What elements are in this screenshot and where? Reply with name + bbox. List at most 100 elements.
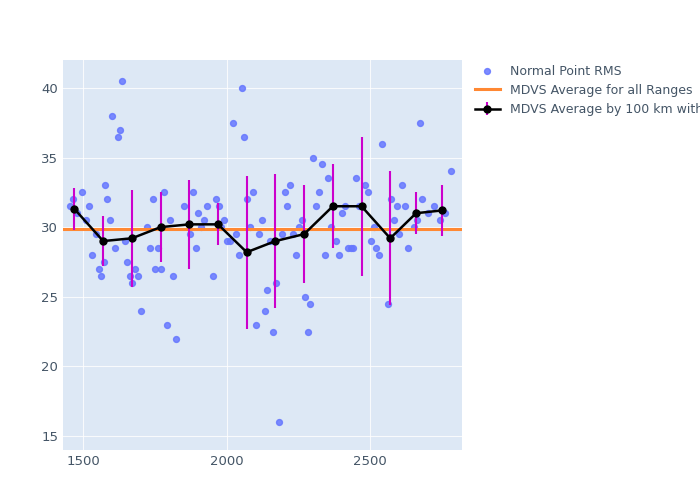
Normal Point RMS [132, 272, 144, 280]
Normal Point RMS [400, 202, 411, 210]
Normal Point RMS [414, 118, 425, 126]
Normal Point RMS [308, 154, 319, 162]
Normal Point RMS [282, 202, 293, 210]
Normal Point RMS [216, 223, 227, 231]
Normal Point RMS [304, 300, 316, 308]
Normal Point RMS [371, 244, 382, 252]
Normal Point RMS [397, 182, 408, 190]
Normal Point RMS [127, 279, 138, 287]
Normal Point RMS [368, 223, 379, 231]
Normal Point RMS [80, 216, 92, 224]
Normal Point RMS [293, 223, 304, 231]
Normal Point RMS [184, 230, 195, 238]
Normal Point RMS [285, 182, 296, 190]
Normal Point RMS [102, 196, 113, 203]
Normal Point RMS [64, 202, 76, 210]
Normal Point RMS [153, 244, 164, 252]
Normal Point RMS [193, 209, 204, 217]
Normal Point RMS [190, 244, 201, 252]
Normal Point RMS [230, 230, 241, 238]
Normal Point RMS [167, 272, 178, 280]
Normal Point RMS [270, 279, 281, 287]
Normal Point RMS [319, 251, 330, 259]
Normal Point RMS [391, 202, 402, 210]
Normal Point RMS [178, 202, 190, 210]
Normal Point RMS [279, 188, 290, 196]
Normal Point RMS [130, 265, 141, 273]
Normal Point RMS [116, 77, 127, 85]
Normal Point RMS [416, 196, 428, 203]
Normal Point RMS [333, 251, 344, 259]
Normal Point RMS [428, 202, 440, 210]
Normal Point RMS [423, 209, 434, 217]
Normal Point RMS [337, 209, 348, 217]
Normal Point RMS [345, 244, 356, 252]
Normal Point RMS [247, 188, 258, 196]
Normal Point RMS [241, 196, 253, 203]
Normal Point RMS [330, 237, 342, 245]
Normal Point RMS [296, 216, 307, 224]
Normal Point RMS [288, 230, 299, 238]
Normal Point RMS [213, 202, 224, 210]
Normal Point RMS [104, 216, 115, 224]
Normal Point RMS [382, 300, 393, 308]
Normal Point RMS [377, 140, 388, 147]
Normal Point RMS [141, 223, 153, 231]
Normal Point RMS [90, 230, 101, 238]
Normal Point RMS [267, 328, 279, 336]
Normal Point RMS [342, 244, 354, 252]
Normal Point RMS [225, 237, 236, 245]
Normal Point RMS [144, 244, 155, 252]
Normal Point RMS [348, 244, 359, 252]
Normal Point RMS [136, 306, 147, 314]
Normal Point RMS [445, 168, 456, 175]
Normal Point RMS [222, 237, 233, 245]
Normal Point RMS [121, 258, 132, 266]
Normal Point RMS [210, 196, 221, 203]
Normal Point RMS [411, 216, 422, 224]
Normal Point RMS [374, 251, 385, 259]
Normal Point RMS [76, 188, 88, 196]
Normal Point RMS [158, 188, 169, 196]
Normal Point RMS [218, 216, 230, 224]
Normal Point RMS [314, 188, 325, 196]
Normal Point RMS [170, 334, 181, 342]
Normal Point RMS [322, 174, 333, 182]
Normal Point RMS [325, 223, 336, 231]
Normal Point RMS [253, 230, 265, 238]
Normal Point RMS [110, 244, 121, 252]
Normal Point RMS [161, 320, 172, 328]
Normal Point RMS [311, 202, 322, 210]
Normal Point RMS [147, 196, 158, 203]
Normal Point RMS [113, 132, 124, 140]
Normal Point RMS [67, 196, 78, 203]
Normal Point RMS [95, 272, 106, 280]
Normal Point RMS [362, 188, 373, 196]
Normal Point RMS [359, 182, 370, 190]
Normal Point RMS [385, 196, 396, 203]
Normal Point RMS [434, 216, 445, 224]
Normal Point RMS [93, 265, 104, 273]
Normal Point RMS [87, 251, 98, 259]
Normal Point RMS [265, 237, 276, 245]
Normal Point RMS [299, 293, 310, 301]
Normal Point RMS [290, 251, 302, 259]
Normal Point RMS [150, 265, 161, 273]
Normal Point RMS [187, 188, 198, 196]
Normal Point RMS [259, 306, 270, 314]
Normal Point RMS [256, 216, 267, 224]
Normal Point RMS [440, 209, 451, 217]
Normal Point RMS [164, 216, 176, 224]
Normal Point RMS [84, 202, 95, 210]
Normal Point RMS [155, 265, 167, 273]
Normal Point RMS [100, 182, 111, 190]
Normal Point RMS [262, 286, 273, 294]
Normal Point RMS [251, 320, 262, 328]
Normal Point RMS [196, 223, 207, 231]
Normal Point RMS [119, 237, 130, 245]
Normal Point RMS [388, 216, 399, 224]
Normal Point RMS [302, 328, 313, 336]
Normal Point RMS [114, 126, 125, 134]
Normal Point RMS [402, 244, 414, 252]
Normal Point RMS [354, 202, 365, 210]
